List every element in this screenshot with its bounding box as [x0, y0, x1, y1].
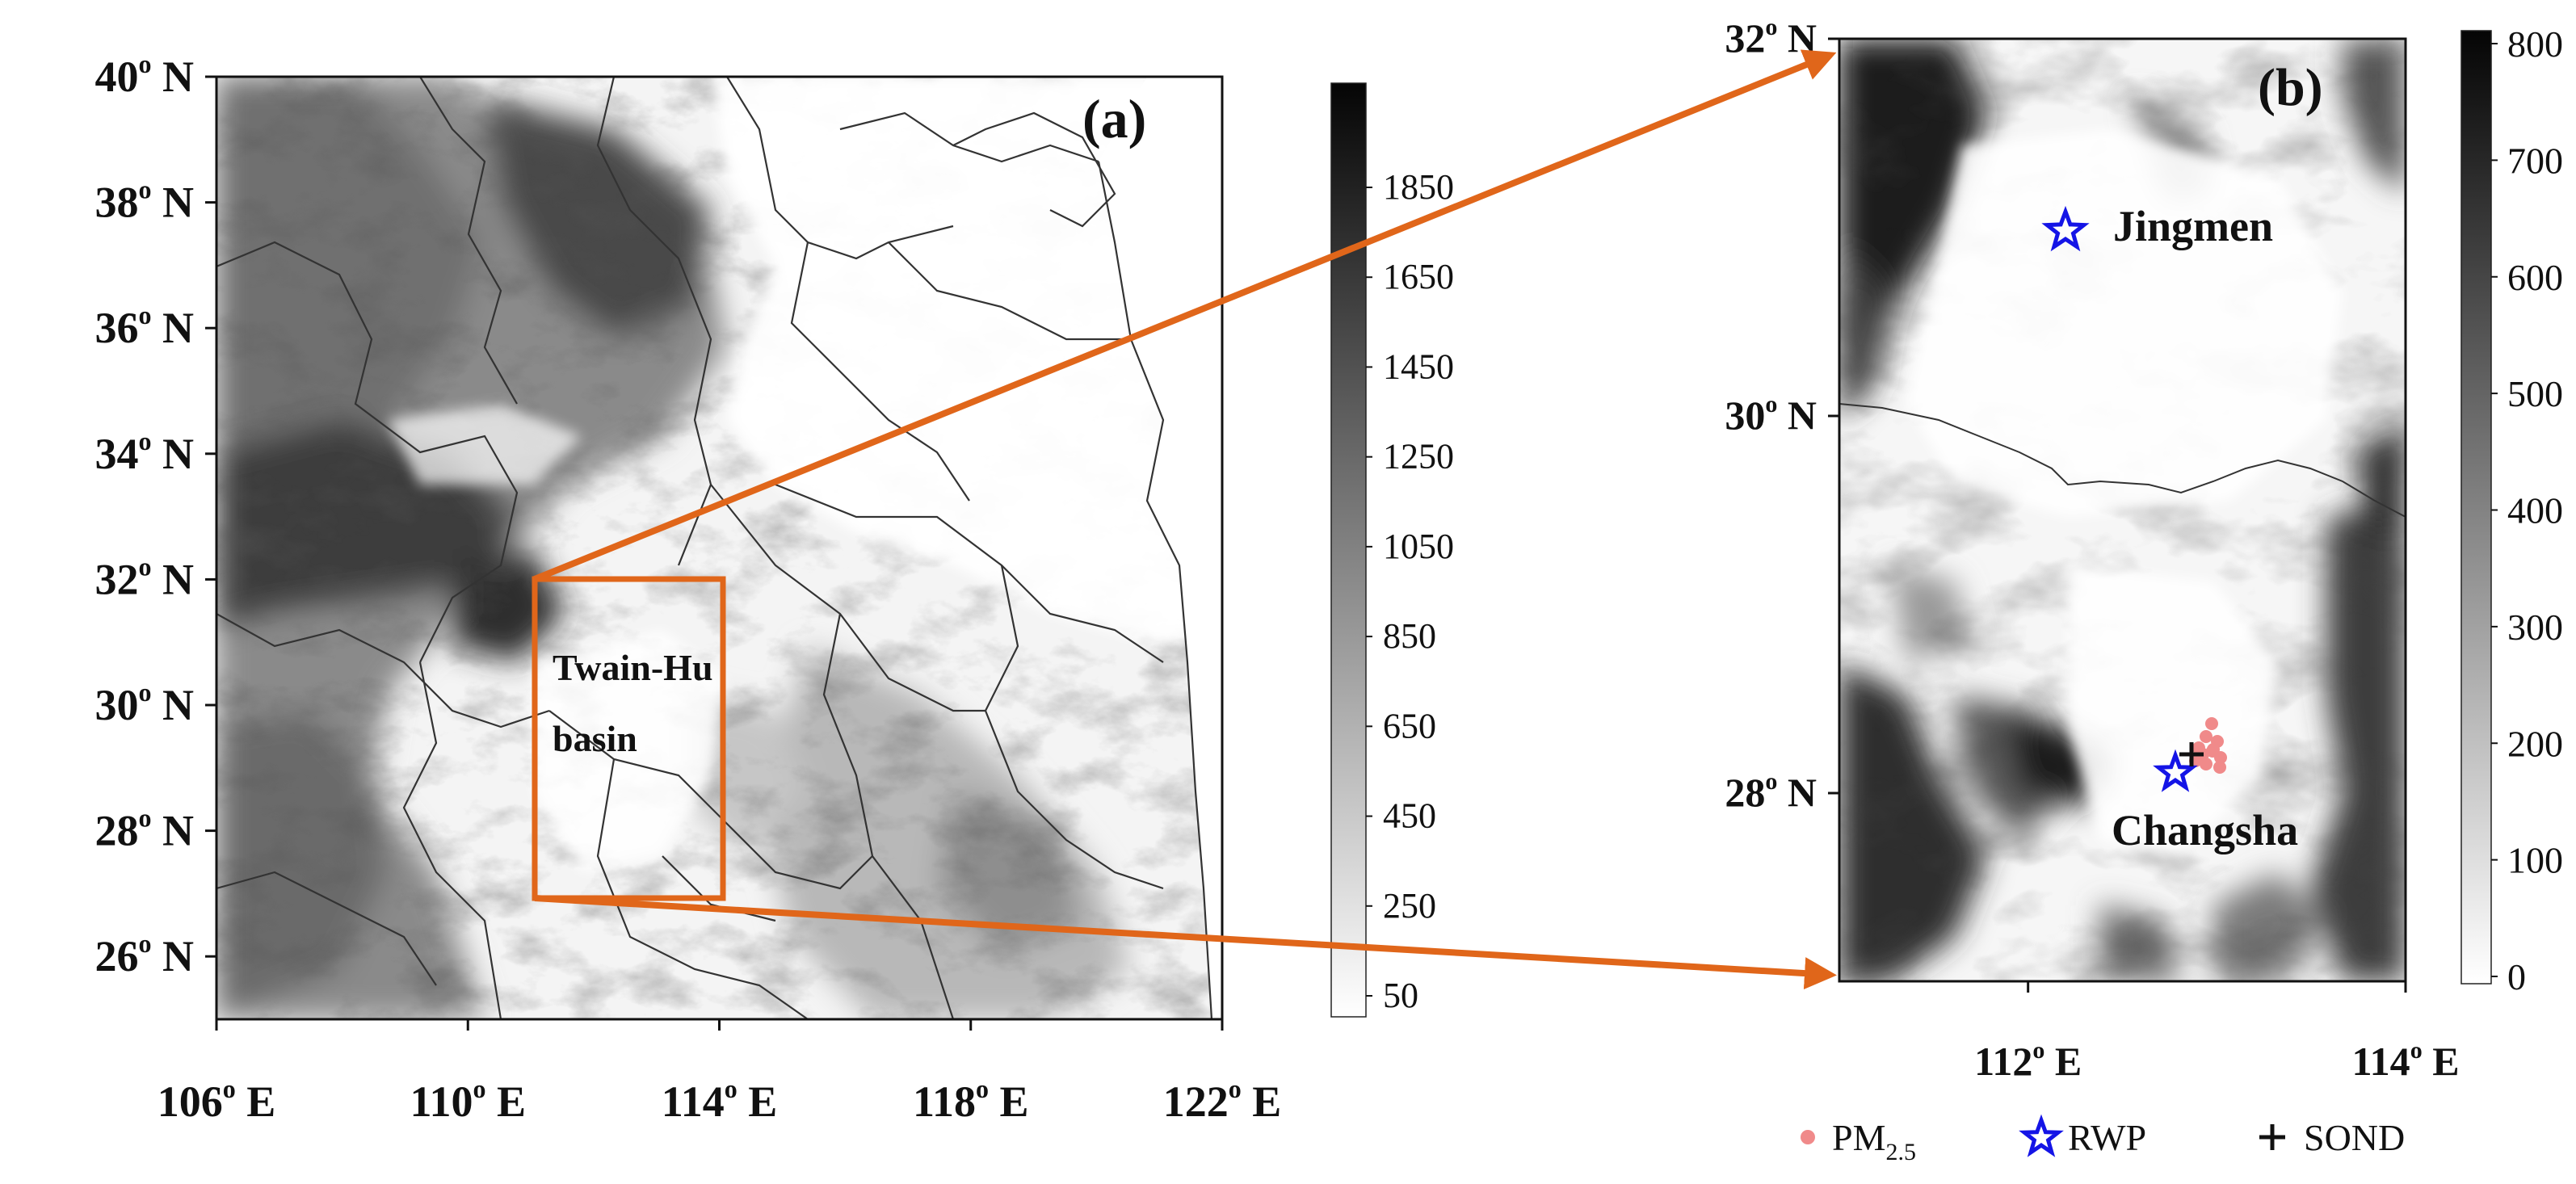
- panel-b-lon-label: 112o E: [1974, 1037, 2082, 1084]
- panel-b-map: Jingmen Changsha (b): [1839, 39, 2406, 981]
- region-label-line2: basin: [553, 718, 637, 759]
- site-label-jingmen: Jingmen: [2113, 202, 2273, 250]
- pm25-marker: [2200, 730, 2213, 743]
- panel-a-lat-label: 36o N: [95, 300, 195, 352]
- panel-a-lat-label: 30o N: [95, 678, 195, 729]
- panel-a-lat-label: 40o N: [95, 49, 195, 101]
- panel-a-colorbar-label: 1250: [1383, 437, 1454, 477]
- panel-b-plains: [1906, 129, 2343, 856]
- panel-a-label: (a): [1082, 88, 1146, 149]
- panel-a-lat-label: 32o N: [95, 552, 195, 603]
- panel-a-lat-label: 38o N: [95, 175, 195, 227]
- panel-b-colorbar-label: 800: [2507, 23, 2563, 65]
- panel-a-plains: [388, 77, 1222, 872]
- panel-a-lat-label: 28o N: [95, 804, 195, 855]
- region-label-line1: Twain-Hu: [553, 647, 713, 688]
- panel-a-colorbar-ticks: 1850 1650 1450 1250 1050 850 650 450 250 50: [1366, 167, 1454, 1015]
- legend-sond-label: SOND: [2304, 1117, 2405, 1158]
- legend-pm25-marker: [1801, 1130, 1815, 1144]
- legend: PM2.5 RWP SOND: [1801, 1114, 2405, 1165]
- legend-rwp-label: RWP: [2068, 1117, 2146, 1158]
- sond-marker: [2179, 742, 2204, 766]
- panel-a-lon-label: 114o E: [662, 1074, 778, 1126]
- panel-a-colorbar-label: 650: [1383, 706, 1436, 745]
- panel-a-lon-label: 106o E: [158, 1074, 276, 1126]
- pm25-marker: [2213, 761, 2226, 774]
- panel-b-colorbar-label: 500: [2507, 373, 2563, 414]
- panel-b-province-boundary: [1839, 403, 2406, 518]
- panel-b-axes: 32o N 30o N 28o N 112o E 114o E: [1725, 14, 2459, 1084]
- panel-b-lat-label: 32o N: [1725, 14, 1817, 61]
- panel-a-colorbar-label: 1650: [1383, 257, 1454, 296]
- pm25-marker: [2207, 743, 2220, 756]
- panel-b-colorbar-label: 100: [2507, 840, 2563, 881]
- panel-b-colorbar-label: 0: [2507, 956, 2526, 997]
- legend-rwp-star: [2019, 1114, 2064, 1157]
- panel-a-colorbar-label: 1050: [1383, 527, 1454, 566]
- zoom-arrow-top: [533, 49, 1837, 582]
- panel-a-lon-label: 118o E: [913, 1074, 1029, 1126]
- site-label-changsha: Changsha: [2112, 806, 2298, 854]
- panel-a-colorbar-label: 1850: [1383, 167, 1454, 207]
- panel-b-colorbar-label: 200: [2507, 723, 2563, 764]
- twain-hu-region-box: [532, 576, 726, 901]
- rwp-star-jingmen: [2041, 205, 2090, 252]
- zoom-arrows: [533, 49, 1837, 990]
- panel-b-lat-label: 28o N: [1725, 768, 1817, 815]
- panel-a-colorbar-label: 850: [1383, 616, 1436, 656]
- panel-a-lat-label: 26o N: [95, 929, 195, 980]
- panel-b-colorbar-ticks: 800 700 600 500 400 300 200 100 0: [2491, 23, 2563, 997]
- panel-a-axes: 40o N 38o N 36o N 34o N 32o N 30o N 28o N 26o N…: [95, 49, 1282, 1126]
- panel-b-lon-label: 114o E: [2351, 1037, 2459, 1084]
- panel-b-colorbar-label: 300: [2507, 607, 2563, 648]
- legend-pm25-label: PM2.5: [1832, 1117, 1916, 1165]
- panel-a-lon-label: 110o E: [410, 1074, 526, 1126]
- legend-sond-marker: [2259, 1124, 2285, 1150]
- panel-a-colorbar: [1330, 82, 1367, 1018]
- panel-a-colorbar-label: 450: [1383, 796, 1436, 836]
- panel-a-province-boundaries: [216, 77, 1213, 1019]
- panel-a-lat-label: 34o N: [95, 426, 195, 478]
- pm25-marker: [2205, 717, 2218, 730]
- zoom-arrow-bottom: [534, 895, 1837, 990]
- panel-a-map: Twain-Hu basin (a): [216, 77, 1222, 1019]
- panel-a-colorbar-label: 1450: [1383, 346, 1454, 386]
- panel-b-label: (b): [2258, 58, 2323, 117]
- panel-a-colorbar-label: 250: [1383, 886, 1436, 926]
- panel-b-lat-label: 30o N: [1725, 391, 1817, 438]
- panel-b-colorbar-label: 400: [2507, 490, 2563, 531]
- panel-b-colorbar-label: 600: [2507, 257, 2563, 298]
- panel-a-colorbar-label: 50: [1383, 976, 1418, 1015]
- rwp-star-changsha: [2153, 749, 2198, 792]
- panel-b-colorbar: [2460, 30, 2492, 985]
- panel-b-colorbar-label: 700: [2507, 140, 2563, 181]
- panel-b-frame: [1838, 37, 2407, 983]
- pm25-markers: [2189, 717, 2227, 774]
- panel-a-lon-label: 122o E: [1163, 1074, 1282, 1126]
